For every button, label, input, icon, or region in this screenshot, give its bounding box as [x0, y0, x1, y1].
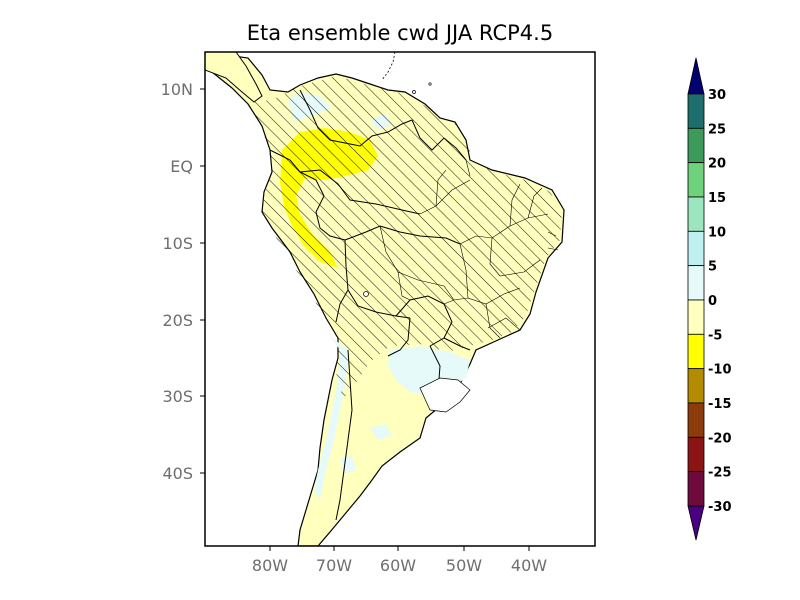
lon-axis: 80W 70W 60W 50W 40W [252, 546, 547, 575]
map-frame [204, 51, 596, 547]
chart-title: Eta ensemble cwd JJA RCP4.5 [247, 21, 553, 45]
colorbar-label: 15 [708, 191, 726, 206]
lon-label: 80W [252, 556, 288, 575]
colorbar-label: 5 [708, 260, 717, 275]
lon-label: 70W [316, 556, 352, 575]
colorbar-label: 10 [708, 225, 726, 240]
colorbar-box [687, 471, 705, 507]
colorbar-label: 20 [708, 157, 726, 172]
colorbar-box [687, 402, 705, 438]
lat-label: 10N [161, 80, 193, 99]
colorbar-label: -30 [708, 500, 732, 515]
dotted-border [381, 52, 396, 81]
colorbar-box [687, 265, 705, 301]
map-content [205, 52, 565, 546]
colorbar-label: -15 [708, 397, 732, 412]
colorbar-box [687, 333, 705, 370]
colorbar-label: 25 [708, 122, 726, 137]
colorbar-box [687, 162, 705, 198]
state-borders [379, 159, 559, 339]
colorbar-label: 30 [708, 88, 726, 103]
colorbar-box [687, 436, 705, 473]
colorbar-label: -20 [708, 431, 732, 446]
colorbar-box [687, 127, 705, 164]
colorbar: 30 25 20 15 10 5 0 -5 -10 -15 -20 -25 -30 [687, 57, 732, 541]
lon-label: 40W [511, 556, 547, 575]
lat-label: EQ [170, 157, 193, 176]
colorbar-bottom-arrow [687, 505, 705, 541]
lat-label: 20S [162, 311, 193, 330]
lat-axis: 10N EQ 10S 20S 30S 40S [161, 80, 205, 483]
colorbar-top-arrow [687, 57, 705, 95]
colorbar-label: -10 [708, 363, 732, 378]
colorbar-box [687, 368, 705, 404]
lat-label: 30S [162, 387, 193, 406]
colorbar-box [687, 196, 705, 232]
colorbar-box [687, 93, 705, 129]
colorbar-label: -25 [708, 466, 732, 481]
water-features [363, 82, 471, 413]
colorbar-box [687, 299, 705, 335]
colorbar-box [687, 230, 705, 267]
lon-label: 60W [380, 556, 416, 575]
central-america-land [205, 52, 263, 103]
colorbar-label: 0 [708, 294, 717, 309]
lat-label: 10S [162, 234, 193, 253]
lon-label: 50W [446, 556, 482, 575]
lat-label: 40S [162, 464, 193, 483]
colorbar-label: -5 [708, 328, 722, 343]
significance-hatching [250, 76, 562, 398]
